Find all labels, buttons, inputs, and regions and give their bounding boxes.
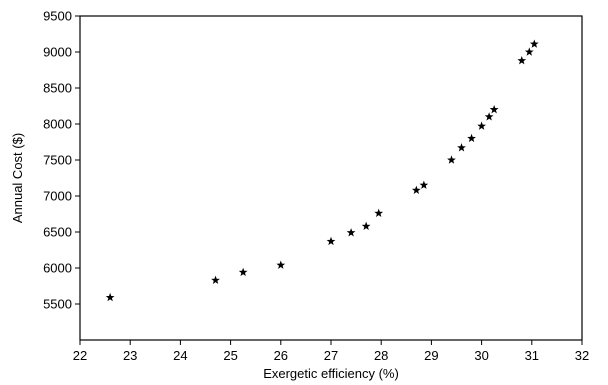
data-points (105, 39, 539, 302)
x-tick-label: 32 (575, 348, 589, 363)
data-point-star (489, 105, 499, 114)
data-point-star (105, 292, 115, 302)
data-point-star (238, 267, 248, 277)
x-tick-label: 31 (525, 348, 539, 363)
data-point-star (211, 275, 220, 284)
x-axis-title: Exergetic efficiency (%) (263, 366, 399, 381)
x-tick-label: 23 (123, 348, 137, 363)
x-tick-label: 28 (374, 348, 388, 363)
y-axis-ticks: 5500 6000 6500 7000 7500 8000 8500 9000 9500 (43, 9, 80, 312)
plot-border (79, 15, 583, 341)
x-tick-label: 30 (474, 348, 488, 363)
y-tick-label: 9500 (43, 9, 72, 24)
x-tick-label: 26 (274, 348, 288, 363)
x-tick-label: 29 (424, 348, 438, 363)
data-point-star (524, 47, 534, 56)
data-point-star (467, 133, 476, 143)
y-tick-label: 6000 (43, 261, 72, 276)
y-axis-title: Annual Cost ($) (10, 133, 25, 223)
data-point-star (361, 221, 371, 230)
data-point-star (517, 56, 527, 65)
data-point-star (457, 143, 466, 152)
data-point-star (411, 185, 421, 194)
x-tick-label: 24 (173, 348, 187, 363)
data-point-star (529, 39, 539, 48)
data-point-star (374, 208, 384, 217)
data-point-star (447, 155, 456, 164)
y-tick-label: 7000 (43, 189, 72, 204)
y-tick-label: 8500 (43, 81, 72, 96)
data-point-star (276, 260, 286, 269)
y-tick-label: 7500 (43, 153, 72, 168)
y-tick-label: 9000 (43, 45, 72, 60)
x-tick-label: 22 (73, 348, 87, 363)
x-tick-label: 27 (324, 348, 338, 363)
x-axis-ticks: 22 23 24 25 26 27 28 29 30 31 32 (73, 340, 589, 363)
y-tick-label: 5500 (43, 297, 72, 312)
data-point-star (419, 180, 429, 189)
y-tick-label: 6500 (43, 225, 72, 240)
x-tick-label: 25 (223, 348, 237, 363)
data-point-star (484, 112, 494, 121)
data-point-star (346, 228, 356, 237)
data-point-star (326, 236, 336, 246)
plot-frame (79, 15, 583, 341)
y-tick-label: 8000 (43, 117, 72, 132)
data-point-star (477, 121, 486, 130)
